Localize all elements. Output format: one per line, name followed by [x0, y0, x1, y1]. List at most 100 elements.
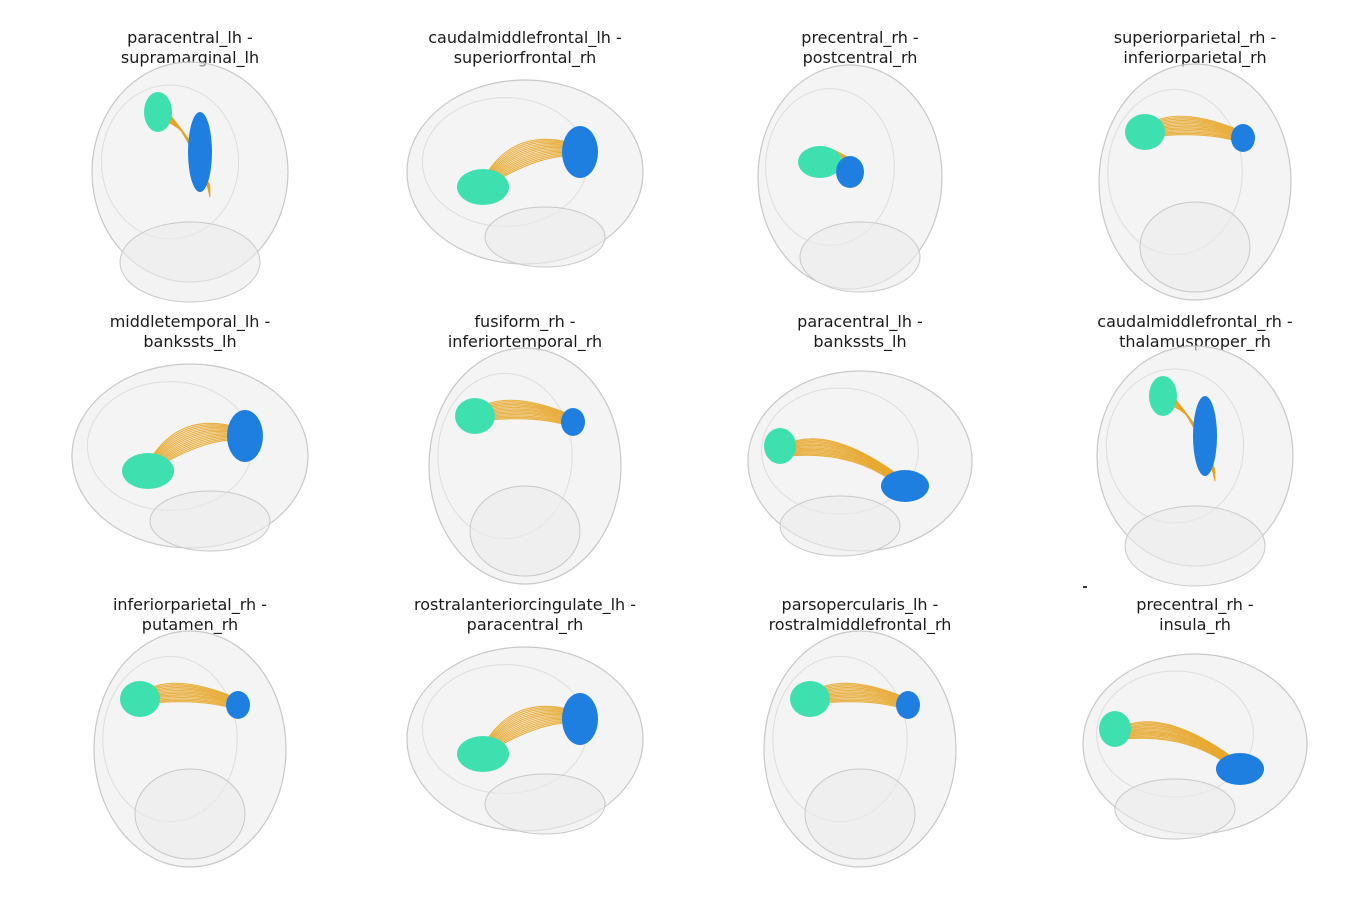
- region-b: [1193, 396, 1217, 476]
- title-line-1: precentral_rh -: [801, 28, 919, 47]
- panel: inferiorparietal_rh - putamen_rh: [40, 595, 340, 875]
- panel-title: paracentral_lh - supramarginal_lh: [40, 28, 340, 68]
- region-b: [227, 410, 263, 462]
- fiber-tract: [1119, 722, 1241, 765]
- region-a: [1149, 376, 1177, 416]
- title-line-1: precentral_rh -: [1136, 595, 1254, 614]
- title-line-2: rostralmiddlefrontal_rh: [768, 615, 952, 634]
- panel-title: parsopercularis_lh - rostralmiddlefrontal…: [710, 595, 1010, 635]
- panel-title: precentral_rh - postcentral_rh: [710, 28, 1010, 68]
- fiber-tract: [1119, 726, 1241, 767]
- panel-title: precentral_rh - insula_rh: [1045, 595, 1345, 635]
- panel: fusiform_rh - inferiortemporal_rh: [375, 312, 675, 592]
- cerebellum: [469, 485, 581, 577]
- region-a: [144, 92, 172, 132]
- title-line-2: bankssts_lh: [143, 332, 237, 351]
- title-line-1: paracentral_lh -: [797, 312, 923, 331]
- region-b: [188, 112, 212, 192]
- region-a: [1125, 114, 1165, 150]
- brain-render: [1098, 63, 1292, 301]
- panel: middletemporal_lh - bankssts_lh: [40, 312, 340, 592]
- title-line-1: superiorparietal_rh -: [1113, 28, 1277, 47]
- region-a: [764, 428, 796, 464]
- cerebellum: [1139, 201, 1251, 293]
- cerebellum: [1124, 505, 1266, 587]
- cerebellum: [484, 206, 606, 268]
- fiber-tract: [784, 439, 906, 482]
- region-b: [226, 691, 250, 719]
- title-line-2: putamen_rh: [141, 615, 239, 634]
- region-b: [896, 691, 920, 719]
- brain-render: [406, 79, 644, 268]
- region-a: [122, 453, 174, 489]
- title-line-2: bankssts_lh: [813, 332, 907, 351]
- region-a: [120, 681, 160, 717]
- cerebellum: [799, 221, 921, 293]
- brain-render: [71, 363, 309, 552]
- title-line-2: inferiortemporal_rh: [447, 332, 603, 351]
- panel-title: middletemporal_lh - bankssts_lh: [40, 312, 340, 352]
- brain-render: [1082, 653, 1308, 840]
- title-line-1: inferiorparietal_rh -: [112, 595, 268, 614]
- brain-render: [747, 370, 973, 557]
- title-line-1: rostralanteriorcingulate_lh -: [413, 595, 637, 614]
- fiber-tract: [784, 442, 906, 483]
- region-b: [562, 126, 598, 178]
- cerebellum: [484, 773, 606, 835]
- panel-title: fusiform_rh - inferiortemporal_rh: [375, 312, 675, 352]
- panel: paracentral_lh - bankssts_lh: [710, 312, 1010, 592]
- region-b: [836, 156, 864, 188]
- brain-render: [428, 347, 622, 585]
- title-line-2: postcentral_rh: [802, 48, 918, 67]
- region-a: [455, 398, 495, 434]
- title-line-2: supramarginal_lh: [120, 48, 260, 67]
- panel: superiorparietal_rh - inferiorparietal_rh: [1045, 28, 1345, 308]
- title-line-2: thalamusproper_rh: [1119, 332, 1271, 351]
- cerebellum: [1114, 778, 1236, 840]
- title-line-1: middletemporal_lh -: [109, 312, 271, 331]
- region-b: [562, 693, 598, 745]
- fiber-tract: [1119, 723, 1241, 766]
- panel-title: caudalmiddlefrontal_rh - thalamusproper_r…: [1045, 312, 1345, 352]
- title-line-1: parsopercularis_lh -: [781, 595, 939, 614]
- title-line-2: inferiorparietal_rh: [1123, 48, 1267, 67]
- panel: precentral_rh - insula_rh: [1045, 595, 1345, 875]
- panel-title: inferiorparietal_rh - putamen_rh: [40, 595, 340, 635]
- cerebellum: [804, 768, 916, 860]
- cerebellum: [134, 768, 246, 860]
- region-b: [1216, 753, 1264, 785]
- fiber-tract: [1119, 725, 1241, 766]
- title-line-2: superiorfrontal_rh: [453, 48, 597, 67]
- panel: caudalmiddlefrontal_rh - thalamusproper_r…: [1045, 312, 1345, 592]
- region-a: [1099, 711, 1131, 747]
- region-a: [790, 681, 830, 717]
- panel-title: rostralanteriorcingulate_lh - paracentral…: [375, 595, 675, 635]
- brain-render: [406, 646, 644, 835]
- panel-title: superiorparietal_rh - inferiorparietal_rh: [1045, 28, 1345, 68]
- fiber-tract: [784, 440, 906, 483]
- cerebellum: [119, 221, 261, 303]
- cerebellum: [779, 495, 901, 557]
- panel: precentral_rh - postcentral_rh: [710, 28, 1010, 308]
- region-b: [881, 470, 929, 502]
- title-line-2: insula_rh: [1159, 615, 1231, 634]
- brain-render: [91, 61, 289, 303]
- panel: rostralanteriorcingulate_lh - paracentral…: [375, 595, 675, 875]
- brain-render: [1096, 345, 1294, 587]
- panel: caudalmiddlefrontal_lh - superiorfrontal_…: [375, 28, 675, 308]
- title-line-2: paracentral_rh: [466, 615, 584, 634]
- region-a: [798, 146, 842, 178]
- brain-render: [757, 64, 943, 293]
- panel: paracentral_lh - supramarginal_lh: [40, 28, 340, 308]
- panel-title: paracentral_lh - bankssts_lh: [710, 312, 1010, 352]
- region-b: [1231, 124, 1255, 152]
- brain-render: [763, 630, 957, 868]
- region-a: [457, 736, 509, 772]
- title-line-1: paracentral_lh -: [127, 28, 253, 47]
- stray-mark: [1083, 586, 1087, 588]
- title-line-1: caudalmiddlefrontal_lh -: [428, 28, 622, 47]
- panel: parsopercularis_lh - rostralmiddlefrontal…: [710, 595, 1010, 875]
- title-line-1: fusiform_rh -: [474, 312, 576, 331]
- region-b: [561, 408, 585, 436]
